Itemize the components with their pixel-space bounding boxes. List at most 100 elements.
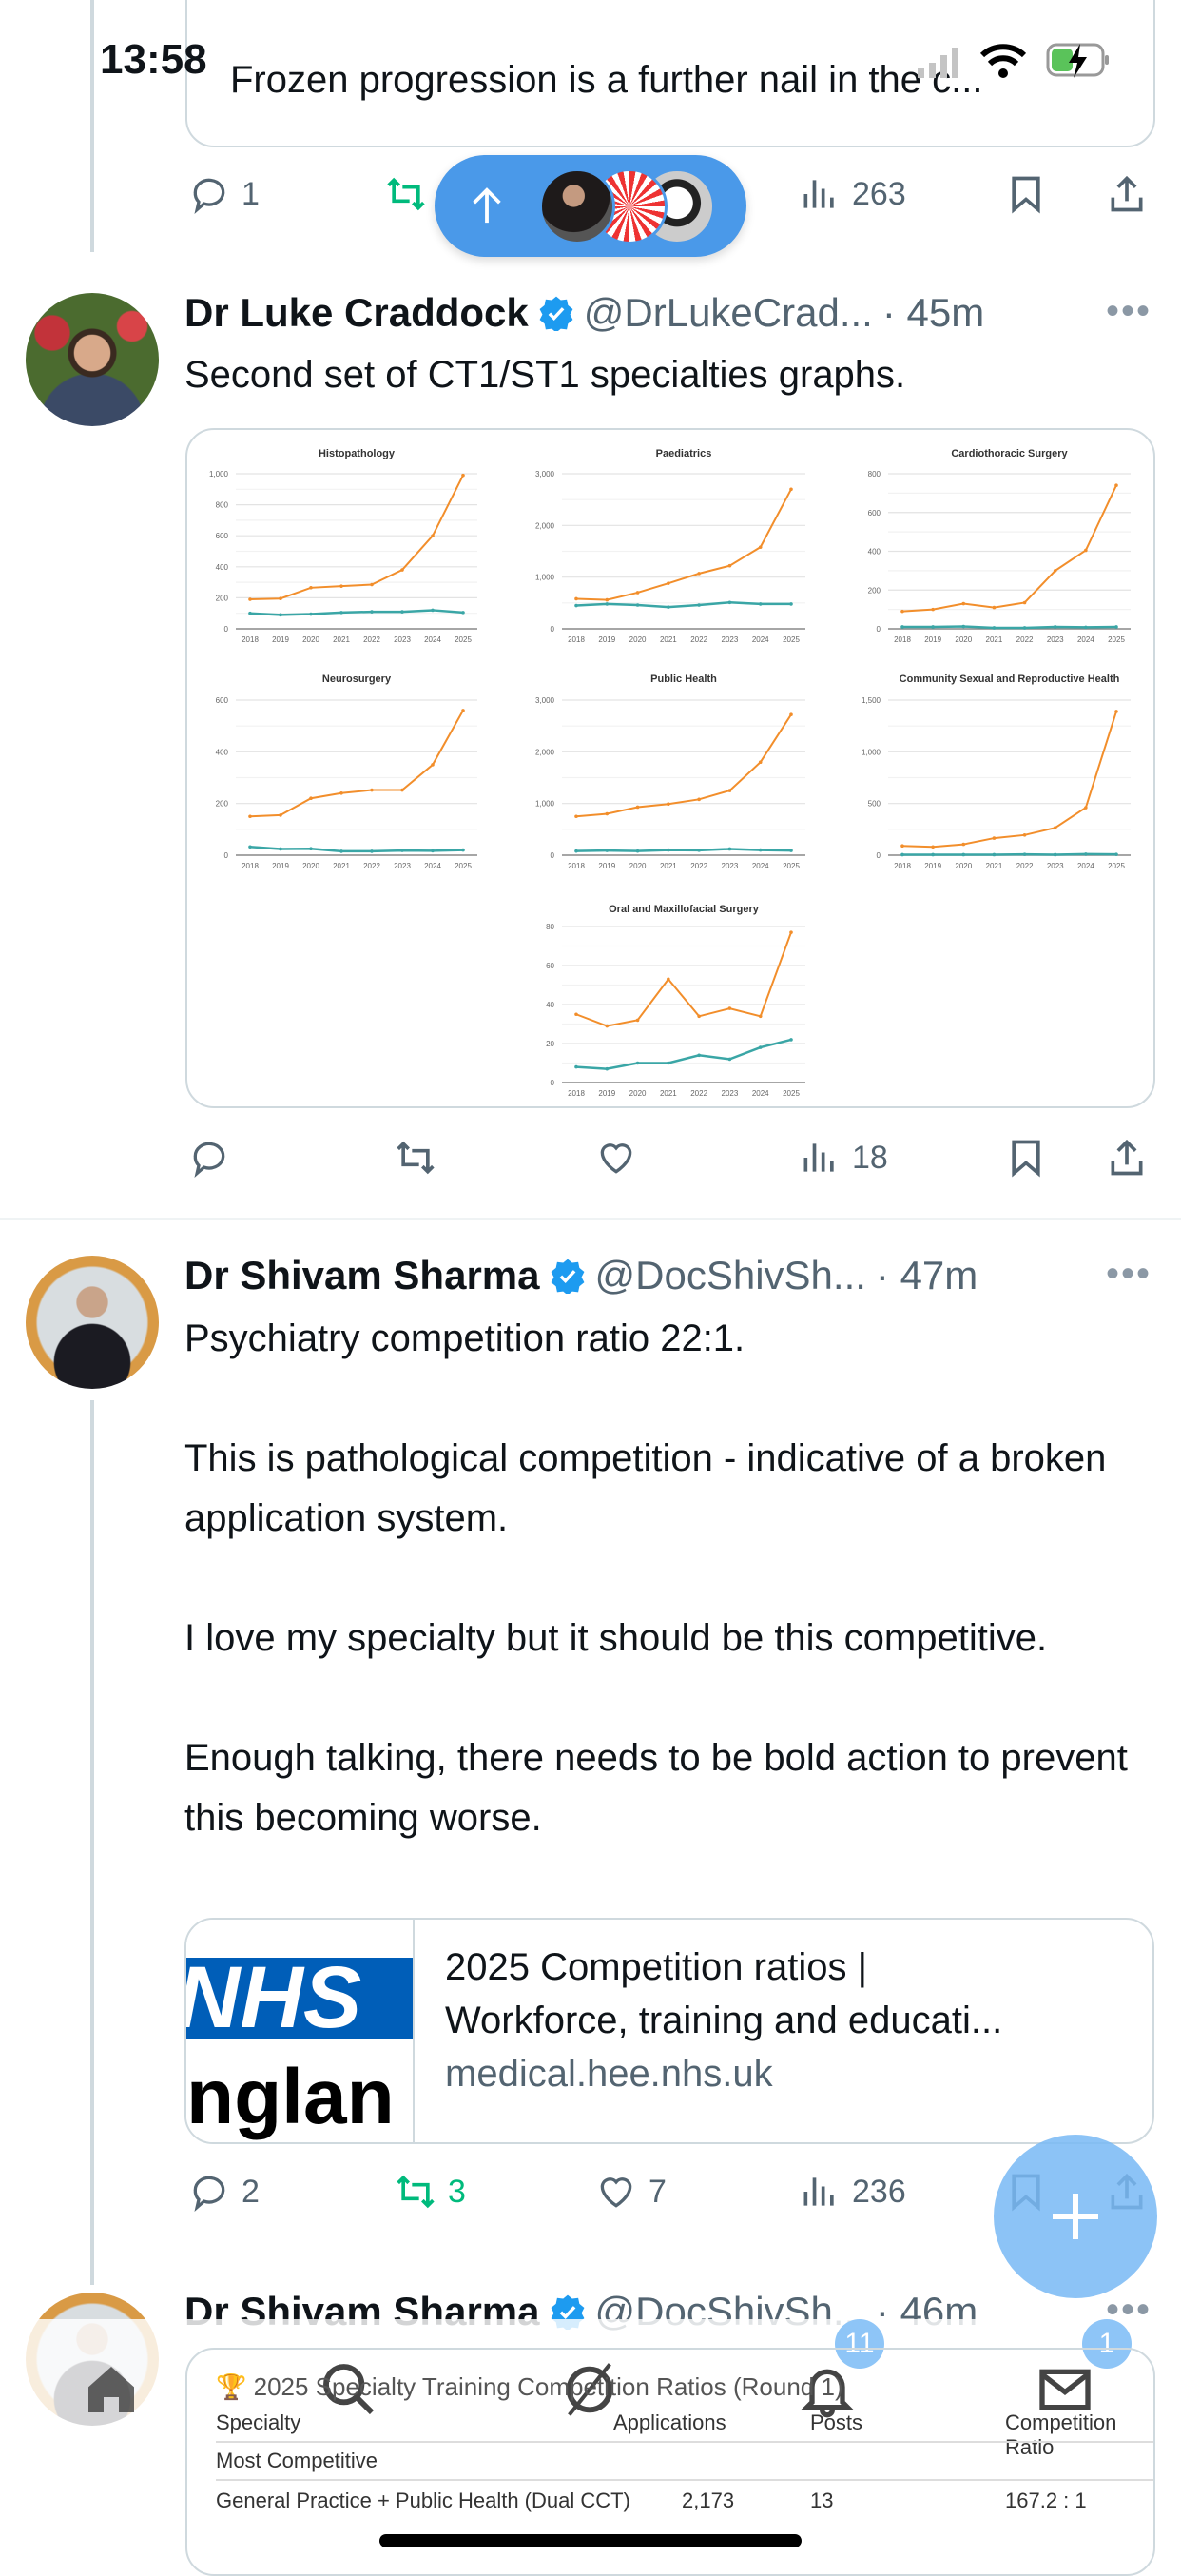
battery-charging-icon [1046,42,1113,85]
table-header: Applications [613,2410,726,2434]
views-count: 263 [852,175,906,212]
data-point [727,1006,732,1010]
x-tick-label: 2023 [722,1089,739,1098]
author-name[interactable]: Dr Luke Craddock [184,290,529,335]
verified-badge-icon [551,1259,584,1294]
series-line [249,475,464,601]
share-button[interactable] [1106,173,1148,215]
data-point [370,849,374,853]
tweet-time[interactable]: · 47m [875,1253,978,1298]
like-button[interactable]: 7 [595,2171,667,2213]
data-point [992,626,997,630]
data-point [400,610,404,614]
data-point [931,852,935,857]
tweet-image-table[interactable]: 🏆 2025 Specialty Training Competition Ra… [185,2348,1155,2576]
data-point [370,582,374,587]
x-tick-label: 2024 [1077,635,1094,644]
bookmark-button[interactable] [1005,1137,1047,1179]
share-button[interactable] [1106,1137,1148,1179]
author-handle[interactable]: @DocShivSh... [594,1253,866,1298]
plus-icon [1053,2194,1098,2239]
x-tick-label: 2023 [1047,862,1064,870]
author-name[interactable]: Dr Shivam Sharma [184,1253,540,1298]
x-tick-label: 2021 [986,862,1003,870]
x-tick-label: 2021 [333,635,350,644]
like-button[interactable] [595,1137,637,1179]
data-point [789,487,793,492]
data-point [727,600,732,605]
more-options-icon[interactable]: ••• [1106,1253,1152,1295]
grok-icon[interactable] [559,2359,620,2420]
retweet-button[interactable] [385,173,427,215]
data-point [309,796,313,801]
new-posts-pill[interactable] [435,155,746,257]
compose-fab[interactable] [994,2135,1157,2298]
data-point [1114,852,1118,856]
reply-button[interactable]: 2 [188,2171,260,2213]
x-tick-label: 2018 [894,635,911,644]
more-options-icon[interactable]: ••• [1106,290,1152,332]
data-point [758,1045,763,1049]
data-point [667,581,670,585]
x-tick-label: 2018 [242,862,259,870]
messages-envelope-icon[interactable] [1035,2359,1095,2420]
link-preview-card[interactable]: NHS nglan 2025 Competition ratios | Work… [184,1918,1154,2144]
data-point [1053,826,1057,830]
data-point [605,1066,610,1071]
reply-button[interactable]: 1 [188,173,260,215]
data-point [461,611,465,615]
series-line [575,713,792,818]
home-indicator[interactable] [379,2534,802,2547]
data-point [431,534,435,537]
data-point [1022,852,1027,856]
home-icon[interactable] [81,2359,142,2420]
data-point [758,602,763,606]
data-point [309,612,313,616]
reply-button[interactable] [188,1137,230,1179]
status-time: 13:58 [100,36,207,83]
data-point [900,852,904,857]
x-tick-label: 2019 [924,862,941,870]
x-tick-label: 2020 [629,1089,647,1098]
y-tick-label: 0 [224,851,229,860]
views-icon [803,180,834,208]
bookmark-button[interactable] [1005,173,1047,215]
views-button[interactable]: 263 [799,173,906,215]
data-point [605,811,610,816]
data-point [1114,483,1118,488]
data-point [1053,852,1057,857]
x-tick-label: 2024 [752,1089,769,1098]
search-icon[interactable] [319,2359,379,2420]
data-point [727,847,732,851]
views-icon [803,1143,834,1172]
x-tick-label: 2018 [894,862,911,870]
avatar[interactable] [26,293,159,426]
thread-line [90,1400,94,2285]
x-tick-label: 2019 [272,635,289,644]
notifications-bell-icon[interactable] [797,2359,858,2420]
series-line [575,848,792,852]
series-line [575,601,791,609]
share-icon [1111,1139,1143,1176]
data-point [667,848,670,852]
data-point [697,1053,701,1058]
tweet-image-charts[interactable]: Histopathology 0 200 400 600 800 1,000 2018 2019… [185,428,1155,1108]
data-point [339,584,343,588]
trophy-icon: 🏆 [216,2372,254,2401]
x-tick-label: 2019 [598,1089,615,1098]
data-point [667,977,670,982]
views-button[interactable]: 18 [799,1137,888,1179]
avatar[interactable] [26,1256,159,1389]
data-point [727,1057,732,1062]
x-tick-label: 2020 [629,862,647,870]
tweet-time[interactable]: · 45m [881,290,985,335]
x-tick-label: 2025 [455,635,472,644]
quoted-tweet-card[interactable]: Frozen progression is a further nail in … [185,0,1155,147]
retweet-button[interactable]: 3 [395,2171,466,2213]
author-handle[interactable]: @DrLukeCrad... [583,290,873,335]
data-point [1114,710,1118,713]
views-button[interactable]: 236 [799,2171,906,2213]
retweet-button[interactable] [395,1137,436,1179]
reply-icon [193,2176,225,2213]
data-point [400,788,404,792]
